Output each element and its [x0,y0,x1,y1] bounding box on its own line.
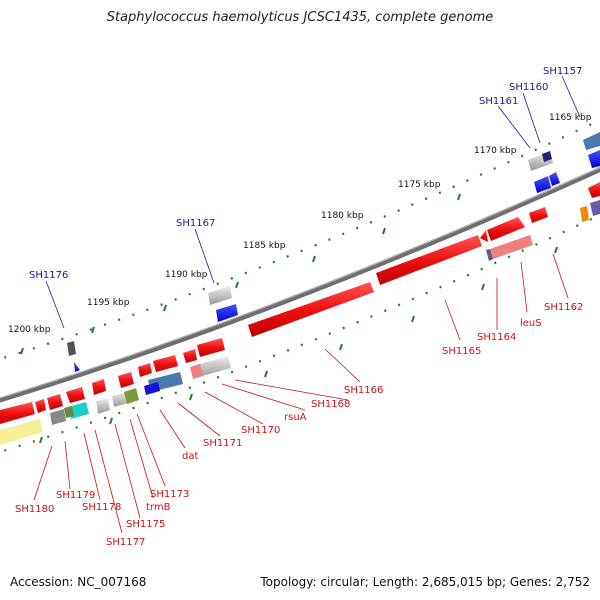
annotation-block[interactable] [124,388,139,404]
gene-feature[interactable] [92,379,106,395]
major-ticks [20,157,558,444]
scale-labels: 1165 kbp 1170 kbp 1175 kbp 1180 kbp 1185… [8,113,592,335]
gene-label[interactable]: trmB [146,502,171,513]
gene-label[interactable]: SH1179 [56,490,95,501]
gene-feature[interactable] [583,132,600,150]
gene-feature[interactable] [588,150,600,168]
forward-genes [0,182,600,424]
annotation-block[interactable] [490,235,533,259]
genome-backbone [0,166,600,403]
inner-gene-labels: SH1162 leuS SH1164 SH1165 SH1166 SH1168 … [15,302,583,548]
annotation-block[interactable] [144,382,160,395]
annotation-block[interactable] [190,364,203,379]
reverse-genes [67,132,600,372]
gene-label[interactable]: SH1164 [477,332,516,343]
inner-leaders [33,253,569,534]
gene-label[interactable]: SH1180 [15,504,54,515]
gene-label[interactable]: SH1173 [150,489,189,500]
scale-label: 1175 kbp [398,180,441,190]
gene-feature[interactable] [248,282,374,337]
gene-label[interactable]: SH1165 [442,346,481,357]
annotation-block[interactable] [590,200,600,216]
gene-feature[interactable] [74,362,80,372]
gene-label[interactable]: leuS [520,318,542,329]
gene-label[interactable]: SH1162 [544,302,583,313]
gene-label[interactable]: SH1170 [241,425,280,436]
annotation-block[interactable] [96,398,110,414]
outer-gene-labels: SH1157 SH1160 SH1161 SH1167 SH1176 [29,66,582,281]
scale-label: 1190 kbp [165,270,208,280]
map-title: Staphylococcus haemolyticus JCSC1435, co… [106,10,494,25]
gene-feature[interactable] [35,399,46,413]
gene-label[interactable]: dat [182,451,198,462]
gene-feature[interactable] [67,341,76,356]
outer-leaders [45,75,581,329]
gene-feature[interactable] [138,363,152,377]
scale-label: 1170 kbp [474,146,517,156]
gene-feature[interactable] [529,207,548,223]
gene-label[interactable]: SH1178 [82,502,121,513]
gene-label[interactable]: SH1157 [543,66,582,77]
annotation-block[interactable] [0,419,43,445]
outer-scale-track [0,119,600,361]
scale-label: 1195 kbp [87,298,130,308]
gene-feature[interactable] [376,235,482,285]
gene-feature[interactable] [153,355,178,372]
gene-label[interactable]: SH1166 [344,385,383,396]
gene-label[interactable]: SH1177 [106,537,145,548]
gene-feature[interactable] [0,402,35,424]
annotation-block[interactable] [486,249,493,261]
gene-feature[interactable] [487,217,525,241]
annotation-block[interactable] [50,409,66,425]
gene-label[interactable]: SH1161 [479,96,518,107]
annotation-block[interactable] [580,206,589,222]
gene-feature[interactable] [549,172,560,186]
genome-backbone-highlight [0,166,600,399]
gene-feature[interactable] [542,151,552,162]
gene-label[interactable]: rsuA [284,412,307,423]
gene-feature[interactable] [197,338,225,357]
gene-label[interactable]: SH1175 [126,519,165,530]
annotation-block[interactable] [112,392,128,407]
gene-feature[interactable] [480,230,488,242]
gene-label[interactable]: SH1171 [203,438,242,449]
accession-text: Accession: NC_007168 [10,575,147,589]
gene-feature[interactable] [588,182,600,198]
gene-feature[interactable] [183,349,197,363]
gene-feature[interactable] [216,304,238,322]
gene-label[interactable]: SH1160 [509,82,548,93]
gene-feature[interactable] [534,176,551,193]
gene-label[interactable]: SH1176 [29,270,68,281]
gene-feature[interactable] [118,372,134,388]
gene-feature[interactable] [47,394,63,410]
gene-feature[interactable] [66,387,85,403]
scale-label: 1180 kbp [321,211,364,221]
genome-summary: Topology: circular; Length: 2,685,015 bp… [260,575,590,589]
scale-label: 1185 kbp [243,241,286,251]
annotation-block[interactable] [64,406,74,418]
scale-label: 1165 kbp [549,113,592,123]
gene-label[interactable]: SH1168 [311,399,350,410]
scale-label: 1200 kbp [8,325,51,335]
annotation-blocks [0,200,600,445]
gene-label[interactable]: SH1167 [176,218,215,229]
gene-feature[interactable] [208,286,232,305]
